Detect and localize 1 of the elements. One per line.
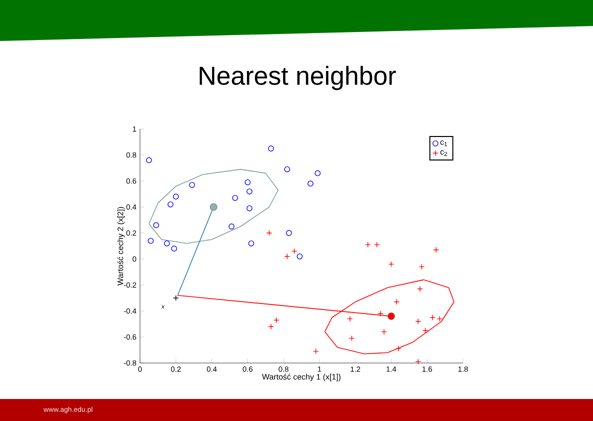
chart-title: Nearest neighbor — [200, 66, 396, 90]
